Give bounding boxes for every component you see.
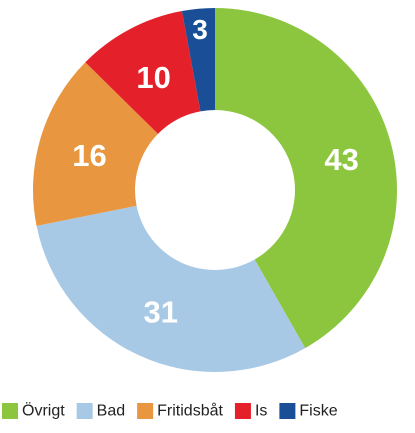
donut-slice xyxy=(36,205,306,373)
donut-slice xyxy=(32,62,159,226)
legend-swatch xyxy=(2,403,18,419)
legend-label: Övrigt xyxy=(22,402,65,420)
legend-label: Is xyxy=(255,403,267,420)
legend-label: Fiske xyxy=(299,403,337,420)
data-label: 3 xyxy=(192,14,208,45)
legend-swatch xyxy=(234,403,251,419)
legend-swatch xyxy=(279,403,296,419)
donut-slice xyxy=(215,8,398,349)
data-label: 31 xyxy=(144,295,178,330)
donut-slice xyxy=(85,11,201,134)
legend-swatch xyxy=(137,403,154,419)
legend-swatch xyxy=(76,403,93,419)
data-label: 43 xyxy=(324,142,358,177)
legend-label: Fritidsbåt xyxy=(157,402,223,420)
legend-label: Bad xyxy=(97,403,125,420)
data-label: 10 xyxy=(136,60,170,95)
donut-slice xyxy=(181,8,215,112)
data-label: 16 xyxy=(72,138,106,173)
